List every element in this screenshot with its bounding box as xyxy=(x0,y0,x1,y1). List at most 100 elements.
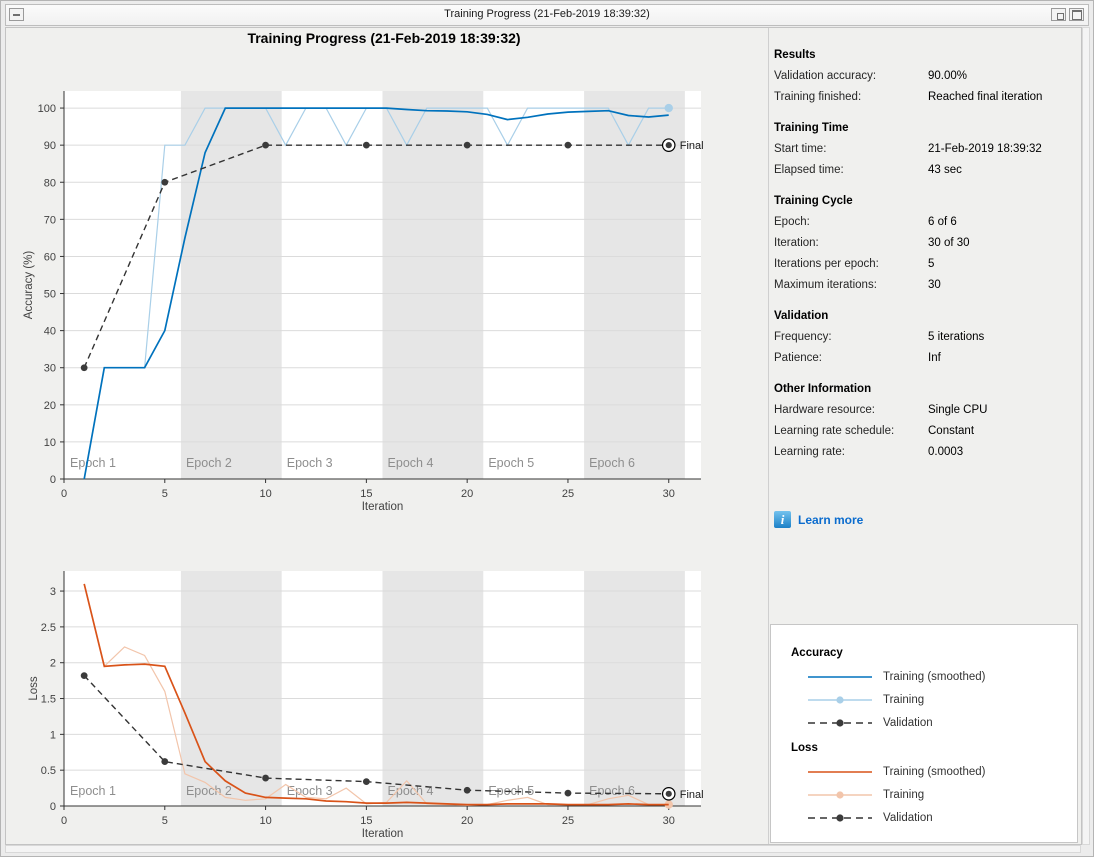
epoch-band xyxy=(180,571,282,806)
last-point-marker xyxy=(664,800,673,809)
window-restore-button[interactable] xyxy=(1051,8,1066,21)
y-tick-label: 60 xyxy=(44,251,56,263)
final-label: Final xyxy=(680,789,704,801)
panel-separator xyxy=(768,28,769,844)
epoch-label: Epoch 5 xyxy=(488,784,534,798)
info-row: Training finished: Reached final iterati… xyxy=(774,87,1081,108)
y-tick-label: 3 xyxy=(50,586,56,598)
legend-group-title: Loss xyxy=(791,742,818,754)
epoch-band xyxy=(180,91,282,479)
epoch-label: Epoch 6 xyxy=(589,784,635,798)
y-tick-label: 70 xyxy=(44,214,56,226)
y-tick-label: 1 xyxy=(50,729,56,741)
validation-marker xyxy=(262,774,269,782)
y-tick-label: 30 xyxy=(44,363,56,375)
y-tick-label: 0 xyxy=(50,474,56,486)
info-label: Hardware resource: xyxy=(774,404,875,416)
learn-more-link[interactable]: Learn more xyxy=(798,512,864,527)
accuracy-plot-series-training-smoothed- xyxy=(83,107,669,480)
window-titlebar: Training Progress (21-Feb-2019 18:39:32) xyxy=(5,4,1089,26)
y-tick-label: 2.5 xyxy=(41,622,56,634)
epoch-band xyxy=(382,571,484,806)
validation-marker xyxy=(564,141,572,149)
epoch-band xyxy=(584,91,685,479)
info-label: Iteration: xyxy=(774,237,819,249)
loss-plot-series-training-smoothed- xyxy=(83,583,669,806)
x-tick-label: 10 xyxy=(259,488,271,500)
info-panel: Results Validation accuracy: 90.00% Trai… xyxy=(769,28,1081,844)
y-axis-label: Accuracy (%) xyxy=(23,251,35,320)
restore-icon xyxy=(1056,12,1064,20)
epoch-label: Epoch 1 xyxy=(70,456,116,470)
legend-item: Training xyxy=(791,783,1077,806)
info-value: 0.0003 xyxy=(928,446,964,458)
y-tick-label: 20 xyxy=(44,400,56,412)
info-value: 6 of 6 xyxy=(928,216,957,228)
info-row: Epoch: 6 of 6 xyxy=(774,212,1081,233)
x-tick-label: 15 xyxy=(360,815,372,827)
legend-line-sample xyxy=(807,766,873,778)
info-value: 5 iterations xyxy=(928,331,985,343)
validation-marker xyxy=(161,178,169,186)
info-row: Learning rate: 0.0003 xyxy=(774,442,1081,463)
info-row: Start time: 21-Feb-2019 18:39:32 xyxy=(774,139,1081,160)
window-menu-button[interactable] xyxy=(9,8,24,21)
legend-group-accuracy: Accuracy Training (smoothed) Training Va… xyxy=(791,647,1077,734)
section-heading-validation: Validation xyxy=(774,310,829,322)
x-tick-label: 30 xyxy=(663,815,675,827)
legend-item-label: Validation xyxy=(883,716,933,729)
info-label: Start time: xyxy=(774,143,827,155)
y-tick-label: 90 xyxy=(44,140,56,152)
window-maximize-button[interactable] xyxy=(1069,8,1084,21)
legend-line-sample xyxy=(807,812,873,824)
info-label: Validation accuracy: xyxy=(774,70,877,82)
info-value: 5 xyxy=(928,258,935,270)
info-row: Validation accuracy: 90.00% xyxy=(774,66,1081,87)
info-value: Reached final iteration xyxy=(928,91,1043,103)
epoch-label: Epoch 4 xyxy=(388,784,434,798)
epoch-label: Epoch 2 xyxy=(186,456,232,470)
info-label: Learning rate schedule: xyxy=(774,425,895,437)
last-point-marker xyxy=(664,103,673,113)
legend-item: Validation xyxy=(791,711,1077,734)
info-value: 90.00% xyxy=(928,70,968,82)
x-tick-label: 20 xyxy=(461,488,473,500)
section-heading-training-cycle: Training Cycle xyxy=(774,195,853,207)
x-tick-label: 10 xyxy=(259,815,271,827)
legend-line-sample xyxy=(807,717,873,729)
info-label: Elapsed time: xyxy=(774,164,844,176)
vertical-frame-strip xyxy=(1082,27,1090,845)
y-tick-label: 0.5 xyxy=(41,765,56,777)
info-label: Learning rate: xyxy=(774,446,845,458)
epoch-label: Epoch 3 xyxy=(287,456,333,470)
info-row: Elapsed time: 43 sec xyxy=(774,160,1081,181)
epoch-band xyxy=(382,91,484,479)
epoch-band xyxy=(584,571,685,806)
section-heading-other-information: Other Information xyxy=(774,383,872,395)
info-row: Iteration: 30 of 30 xyxy=(774,233,1081,254)
section-heading-training-time: Training Time xyxy=(774,122,849,134)
learn-more-row: i Learn more xyxy=(774,511,1081,528)
y-tick-label: 50 xyxy=(44,289,56,301)
x-axis-label: Iteration xyxy=(362,501,404,513)
info-value: 30 of 30 xyxy=(928,237,970,249)
figure-content: 0 10 20 30 40 50 60 70 80 90 100 Epoch 1 Epoch 2 Epoc… xyxy=(5,27,1082,845)
info-label: Frequency: xyxy=(774,331,832,343)
section-heading-results: Results xyxy=(774,49,816,61)
maximize-icon xyxy=(1071,9,1082,20)
info-label: Epoch: xyxy=(774,216,810,228)
legend: Accuracy Training (smoothed) Training Va… xyxy=(770,624,1078,843)
info-row: Maximum iterations: 30 xyxy=(774,275,1081,296)
validation-marker xyxy=(463,786,471,794)
epoch-label: Epoch 5 xyxy=(488,456,534,470)
legend-item: Training (smoothed) xyxy=(791,665,1077,688)
horizontal-frame-strip xyxy=(5,845,1081,853)
final-marker-dot xyxy=(665,790,672,797)
info-label: Training finished: xyxy=(774,91,862,103)
info-row: Learning rate schedule: Constant xyxy=(774,421,1081,442)
epoch-label: Epoch 4 xyxy=(388,456,434,470)
final-label: Final xyxy=(680,140,704,152)
x-tick-label: 15 xyxy=(360,488,372,500)
epoch-label: Epoch 2 xyxy=(186,784,232,798)
y-axis-label: Loss xyxy=(28,676,40,701)
